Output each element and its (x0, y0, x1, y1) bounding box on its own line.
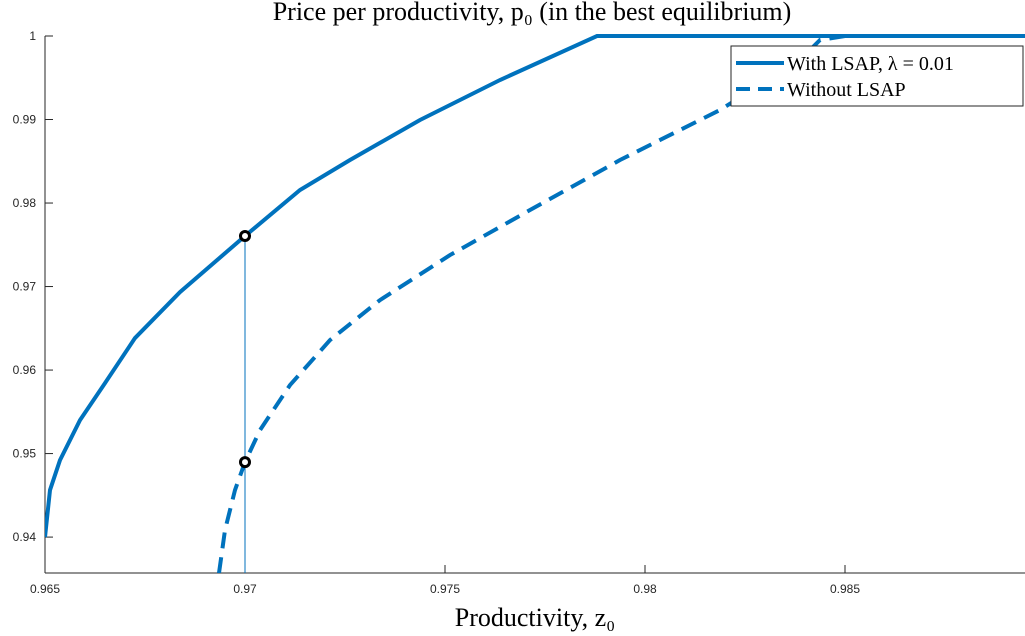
y-tick-label: 1 (29, 29, 36, 43)
y-tick-label: 0.94 (13, 530, 37, 544)
y-tick-label: 0.95 (13, 447, 37, 461)
chart-title: Price per productivity, p₀ (in the best … (273, 0, 792, 26)
legend-label: Without LSAP (787, 79, 906, 101)
y-tick-label: 0.97 (13, 280, 37, 294)
x-tick-label: 0.975 (430, 582, 460, 596)
legend-label: With LSAP, λ = 0.01 (787, 53, 954, 75)
y-tick-label: 0.99 (13, 113, 37, 127)
y-tick-label: 0.96 (13, 363, 37, 377)
legend-box (730, 45, 1024, 107)
marker (239, 230, 251, 243)
x-tick-label: 0.98 (633, 582, 657, 596)
x-tick-label: 0.965 (30, 582, 60, 596)
x-axis-label: Productivity, z₀ (455, 603, 615, 632)
line-series (45, 34, 1025, 538)
x-tick-label: 0.985 (830, 582, 860, 596)
y-tick-label: 0.98 (13, 196, 37, 210)
marker (239, 456, 251, 469)
x-tick-label: 0.97 (233, 582, 257, 596)
line-series (217, 34, 1025, 573)
